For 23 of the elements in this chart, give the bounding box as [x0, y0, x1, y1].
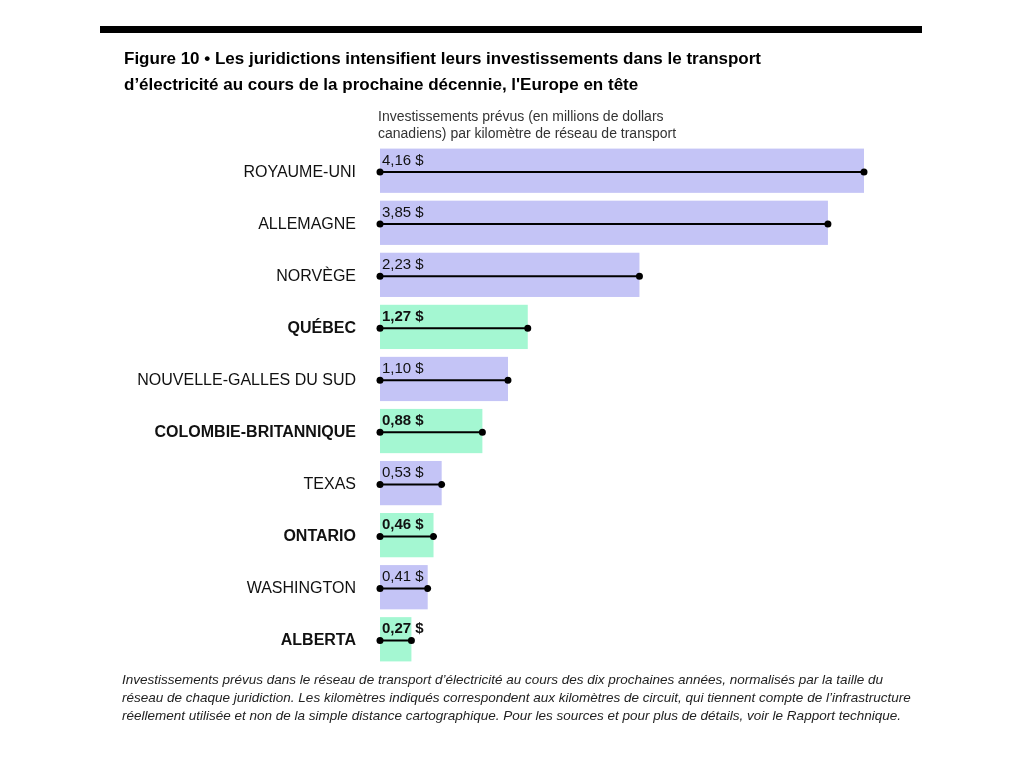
data-label: 0,88 $ [382, 410, 425, 428]
data-label: 1,10 $ [382, 358, 425, 376]
y-tick-label: NORVÈGE [276, 265, 356, 284]
data-label: 1,27 $ [382, 306, 425, 324]
data-label: 4,16 $ [382, 150, 425, 168]
y-tick-label: QUÉBEC [287, 317, 357, 336]
data-label: 0,53 $ [382, 462, 425, 480]
y-tick-label: WASHINGTON [246, 579, 356, 597]
y-tick-label: TEXAS [303, 475, 356, 493]
chart-title: Figure 10 • Les juridictions intensifient leurs investissements dans le transport d’électricité au cours de la prochaine décennie, l'Europe en tête [124, 49, 762, 94]
y-tick-label: ALBERTA [280, 631, 357, 649]
y-tick-label: ROYAUME-UNI [243, 162, 356, 180]
data-label: 2,23 $ [382, 254, 425, 272]
data-label: 0,41 $ [382, 567, 425, 585]
data-label: 0,46 $ [382, 515, 425, 533]
y-tick-label: ALLEMAGNE [258, 214, 356, 232]
y-tick-label: ONTARIO [283, 527, 356, 545]
text: Investissements prévus dans le réseau de transport d’électricité au cours des dix prochaines années, normalisés par la taille du réseau de chaque juridiction. Les kilomètres indiqués correspondent aux kilomètres de circuit, qui tiennent compte de l’infrastructure réellement utilisée et non de la simple distance cartographique. Pour les sources et pour plus de détails, voir le Rapport technique. [122, 672, 911, 723]
data-label: 3,85 $ [382, 202, 425, 220]
x-axis-title: Investissements prévus (en millions de dollars canadiens) par kilomètre de réseau de transport [378, 108, 677, 141]
data-label: 0,27 $ [382, 619, 425, 637]
y-tick-label: COLOMBIE-BRITANNIQUE [154, 423, 357, 441]
y-tick-label: NOUVELLE-GALLES DU SUD [137, 370, 356, 388]
